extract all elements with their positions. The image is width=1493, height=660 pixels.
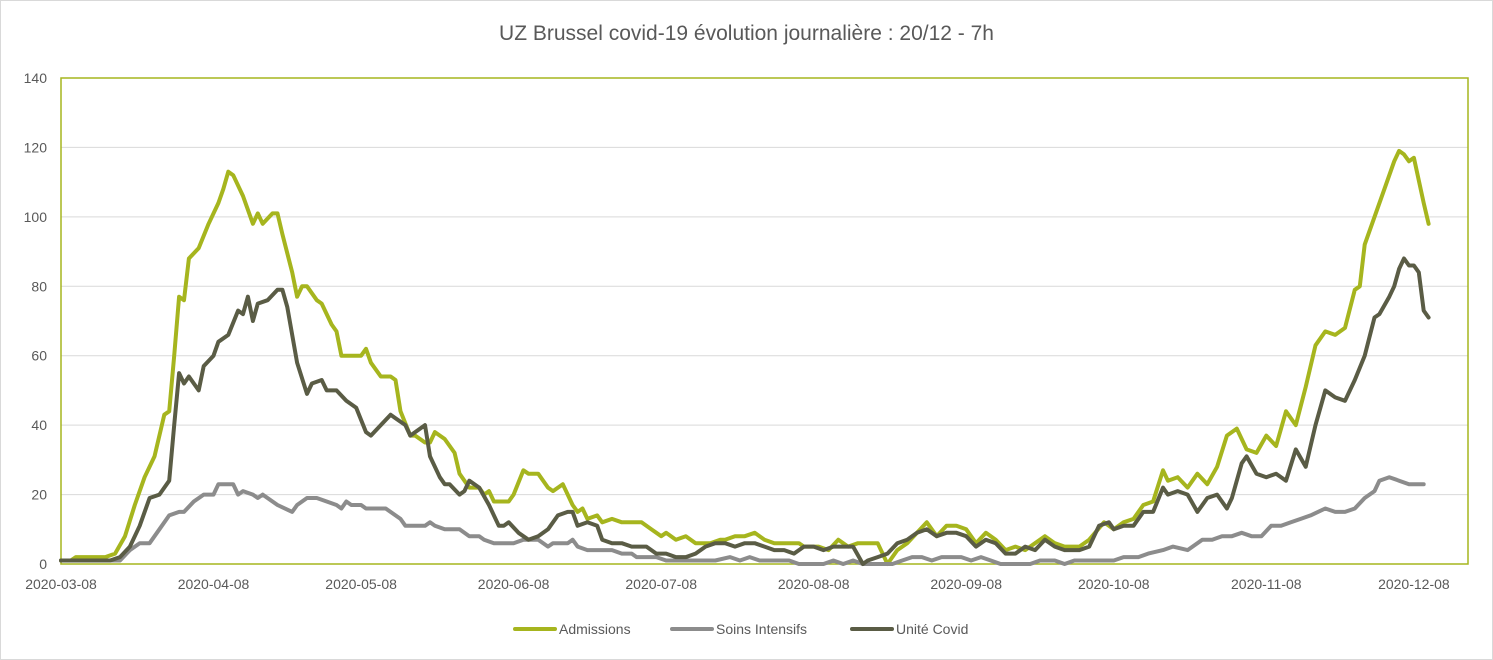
legend-label-2: Unité Covid <box>896 621 968 637</box>
series-line-2 <box>59 256 1431 566</box>
y-tick-label: 60 <box>31 348 47 364</box>
x-tick-label: 2020-08-08 <box>778 576 850 592</box>
x-tick-label: 2020-05-08 <box>325 576 397 592</box>
series-line-1 <box>59 475 1426 566</box>
x-tick-label: 2020-03-08 <box>25 576 97 592</box>
plot-area-border <box>60 77 1469 565</box>
y-tick-label: 0 <box>39 556 47 572</box>
x-tick-label: 2020-11-08 <box>1231 576 1302 592</box>
x-tick-label: 2020-04-08 <box>178 576 250 592</box>
x-tick-label: 2020-09-08 <box>930 576 1002 592</box>
legend-label-0: Admissions <box>559 621 631 637</box>
chart-title: UZ Brussel covid-19 évolution journalièr… <box>499 22 994 45</box>
y-tick-label: 140 <box>24 70 48 86</box>
y-tick-label: 100 <box>24 209 48 225</box>
gridlines <box>61 77 1468 496</box>
x-tick-label: 2020-12-08 <box>1378 576 1450 592</box>
axes: 0 20 40 60 80 100 120 140 2020-03-08 2020-04-08 20… <box>24 70 1469 592</box>
x-tick-label: 2020-10-08 <box>1078 576 1150 592</box>
x-tick-label: 2020-06-08 <box>478 576 550 592</box>
series-line-0 <box>59 148 1431 566</box>
y-tick-label: 120 <box>24 139 48 155</box>
x-tick-label: 2020-07-08 <box>625 576 697 592</box>
series-lines <box>59 148 1431 566</box>
y-tick-label: 80 <box>31 278 47 294</box>
y-tick-label: 20 <box>31 487 47 503</box>
legend: Admissions Soins Intensifs Unité Covid <box>513 621 968 637</box>
legend-label-1: Soins Intensifs <box>716 621 807 637</box>
y-tick-label: 40 <box>31 417 47 433</box>
